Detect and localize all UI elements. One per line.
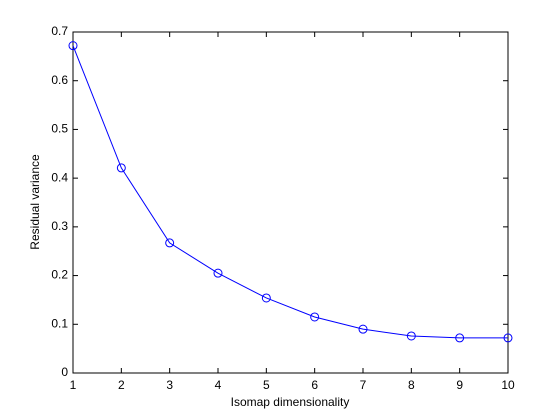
x-tick-label: 5 xyxy=(263,378,270,392)
marker xyxy=(455,333,465,343)
y-tick-label: 0.4 xyxy=(51,170,68,184)
y-tick-label: 0.3 xyxy=(51,219,68,233)
y-axis-label: Residual variance xyxy=(28,154,42,250)
series-line xyxy=(72,45,508,339)
marker xyxy=(261,293,271,303)
x-axis-label: Isomap dimensionality xyxy=(231,395,350,409)
y-tick-label: 0.2 xyxy=(51,268,68,282)
x-tick-label: 10 xyxy=(501,378,515,392)
marker xyxy=(503,333,513,343)
x-tick-label: 6 xyxy=(311,378,318,392)
y-tick-label: 0.7 xyxy=(51,24,68,38)
x-tick-label: 2 xyxy=(118,378,125,392)
marker xyxy=(358,324,368,334)
x-tick-label: 3 xyxy=(166,378,173,392)
plot-box xyxy=(72,31,509,374)
marker xyxy=(68,41,78,51)
x-tick-label: 4 xyxy=(215,378,222,392)
marker xyxy=(165,238,175,248)
marker xyxy=(310,312,320,322)
y-tick-label: 0.1 xyxy=(51,316,68,330)
x-tick-label: 1 xyxy=(70,378,77,392)
x-tick-label: 8 xyxy=(408,378,415,392)
marker xyxy=(406,331,416,341)
x-tick-label: 7 xyxy=(360,378,367,392)
y-tick-label: 0 xyxy=(61,365,68,379)
y-tick-label: 0.6 xyxy=(51,73,68,87)
marker xyxy=(213,268,223,278)
marker xyxy=(116,163,126,173)
y-tick-label: 0.5 xyxy=(51,122,68,136)
x-tick-label: 9 xyxy=(456,378,463,392)
